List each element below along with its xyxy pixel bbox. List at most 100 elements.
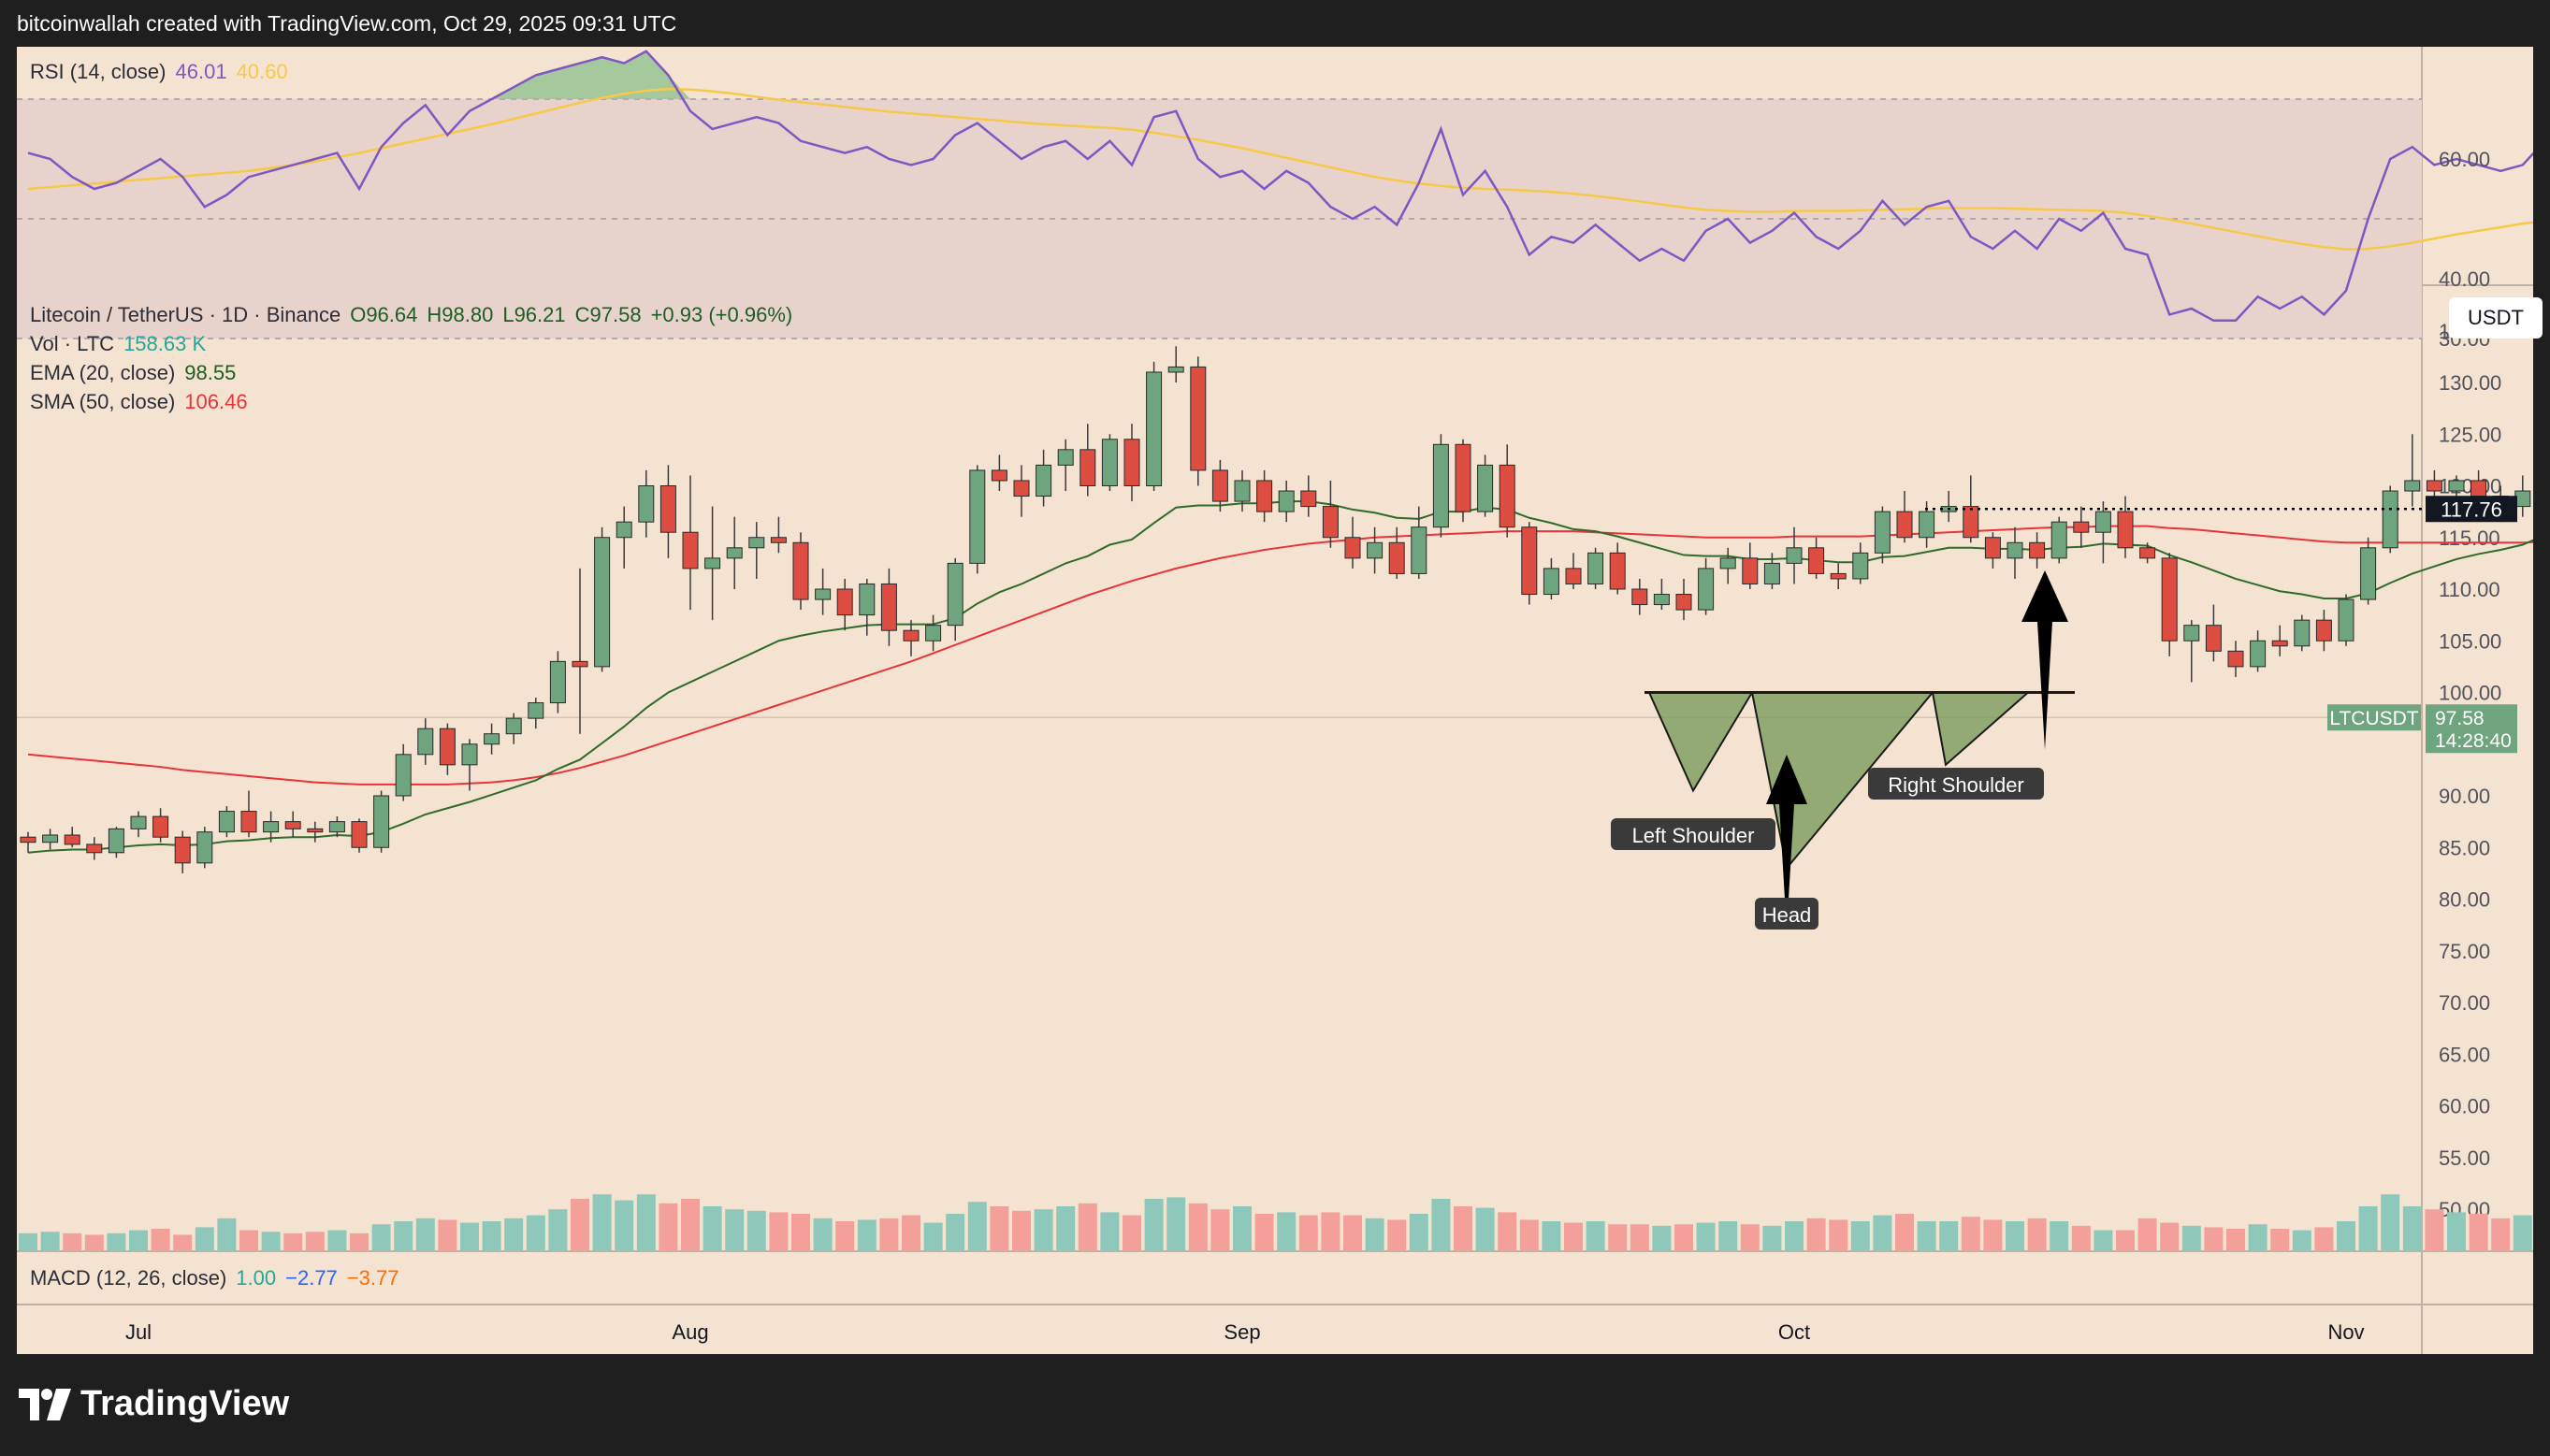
candle (20, 831, 36, 853)
volume-bar (2447, 1212, 2466, 1251)
volume-bar (482, 1221, 501, 1251)
price-tick-label: 115.00 (2439, 526, 2500, 550)
candle-body (2161, 557, 2178, 642)
candle (1763, 553, 1780, 589)
candle (417, 718, 434, 765)
volume-bar (1166, 1197, 1186, 1251)
volume-bar (1674, 1224, 1693, 1251)
candle (328, 816, 345, 838)
volume-bar (2027, 1218, 2047, 1251)
candle-body (1963, 506, 1979, 539)
candle (1322, 480, 1339, 548)
price-tick-label: 125.00 (2439, 423, 2501, 446)
candle-body (572, 660, 588, 668)
volume-bar (1012, 1210, 1031, 1251)
candle (1477, 454, 1494, 517)
candle (218, 806, 235, 838)
price-tick-label: 70.00 (2439, 991, 2490, 1015)
candle (1079, 424, 1096, 497)
sma-value: 106.46 (184, 390, 248, 413)
candle (2029, 532, 2046, 569)
volume-bar (1454, 1206, 1472, 1251)
rsi-label: RSI (14, close) (30, 60, 167, 83)
head-label-text: Head (1762, 903, 1812, 927)
volume-bar (1277, 1212, 1297, 1251)
candle-body (2315, 619, 2332, 642)
candle (240, 790, 257, 838)
candle (903, 620, 920, 656)
candle (461, 739, 478, 791)
candle (2338, 594, 2354, 646)
volume-bar (129, 1230, 148, 1251)
ema-value: 98.55 (184, 361, 237, 384)
volume-bar (1586, 1221, 1605, 1251)
volume-bar (1100, 1212, 1120, 1251)
candle (1013, 465, 1030, 517)
candle-body (2094, 511, 2111, 533)
candle-body (880, 583, 897, 631)
candle-body (1609, 552, 1626, 590)
candle-body (2029, 541, 2046, 559)
volume-bar (19, 1233, 37, 1251)
candle-body (925, 625, 942, 642)
price-tick-label: 105.00 (2439, 629, 2501, 653)
candle (1874, 506, 1891, 564)
candle-body (1698, 568, 1715, 611)
ohlc-change: +0.93 (+0.96%) (650, 303, 793, 326)
volume-bar (902, 1215, 920, 1251)
candle (130, 811, 147, 838)
candle-body (991, 469, 1007, 482)
volume-bar (1718, 1221, 1738, 1251)
candle (1344, 516, 1361, 569)
volume-bar (1850, 1221, 1870, 1251)
candle-body (395, 754, 412, 797)
candle-body (484, 733, 500, 745)
candle (1036, 449, 1052, 507)
candle-body (417, 728, 434, 756)
target-arrow (2021, 570, 2068, 750)
candle (174, 830, 191, 873)
volume-bar (107, 1233, 126, 1251)
candle-body (792, 541, 809, 600)
price-tick-label: 85.00 (2439, 836, 2490, 859)
volume-bar (835, 1221, 855, 1251)
volume-bar (725, 1209, 745, 1251)
symbol-tag-text: LTCUSDT (2329, 708, 2418, 729)
candle-body (748, 537, 765, 549)
candle (1675, 578, 1692, 621)
candle (682, 475, 699, 611)
candle-body (1852, 552, 1869, 580)
volume-bar (2381, 1194, 2400, 1251)
price-tick-label: 65.00 (2439, 1043, 2490, 1066)
candle-body (1367, 541, 1384, 559)
price-tick-label: 110.00 (2439, 578, 2500, 601)
volume-bar (1188, 1203, 1208, 1251)
candle-body (1587, 552, 1604, 584)
candle-body (1057, 449, 1074, 466)
candle-body (1123, 439, 1140, 486)
ohlc-close: C97.58 (574, 303, 642, 326)
candle-body (218, 811, 235, 833)
volume-bar (2116, 1230, 2135, 1251)
candle-body (307, 828, 324, 833)
time-axis-label: Sep (1224, 1320, 1260, 1344)
volume-bar (1762, 1225, 1782, 1251)
volume-bar (1321, 1212, 1340, 1251)
candle (549, 651, 566, 714)
rsi-line (27, 50, 2533, 323)
tradingview-logo[interactable]: TradingView (19, 1384, 289, 1424)
candle (2271, 625, 2288, 656)
candle (947, 557, 963, 642)
candle-body (1763, 562, 1780, 584)
currency-unit-button[interactable]: USDT (2449, 297, 2543, 339)
candle-body (1388, 541, 1405, 574)
target-price-tag-text: 117.76 (2441, 497, 2502, 521)
candle-body (2205, 625, 2222, 652)
candle-body (439, 728, 456, 766)
candle-body (638, 485, 655, 523)
volume-bar (1652, 1225, 1672, 1251)
candle-body (2514, 490, 2531, 508)
candle (2294, 614, 2311, 652)
macd-hist: −3.77 (346, 1266, 399, 1290)
candle (2139, 542, 2156, 564)
